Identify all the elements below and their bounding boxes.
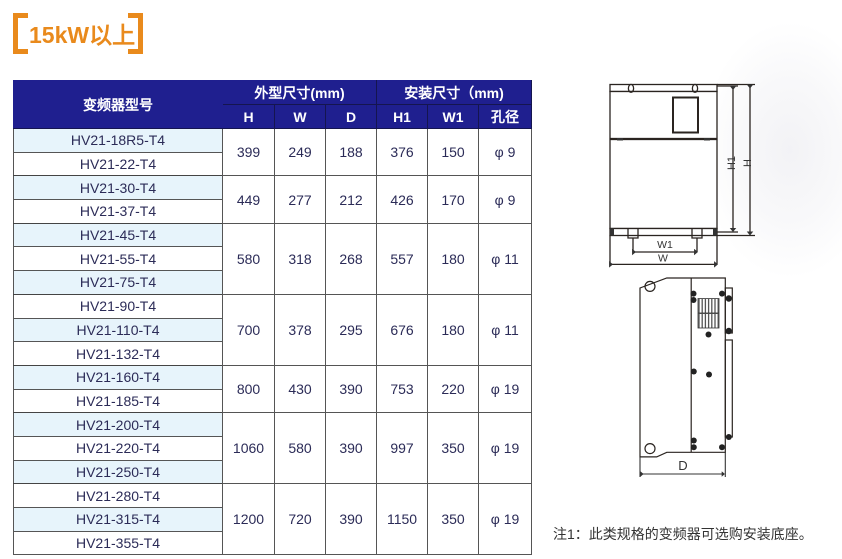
svg-text:D: D (678, 458, 687, 473)
